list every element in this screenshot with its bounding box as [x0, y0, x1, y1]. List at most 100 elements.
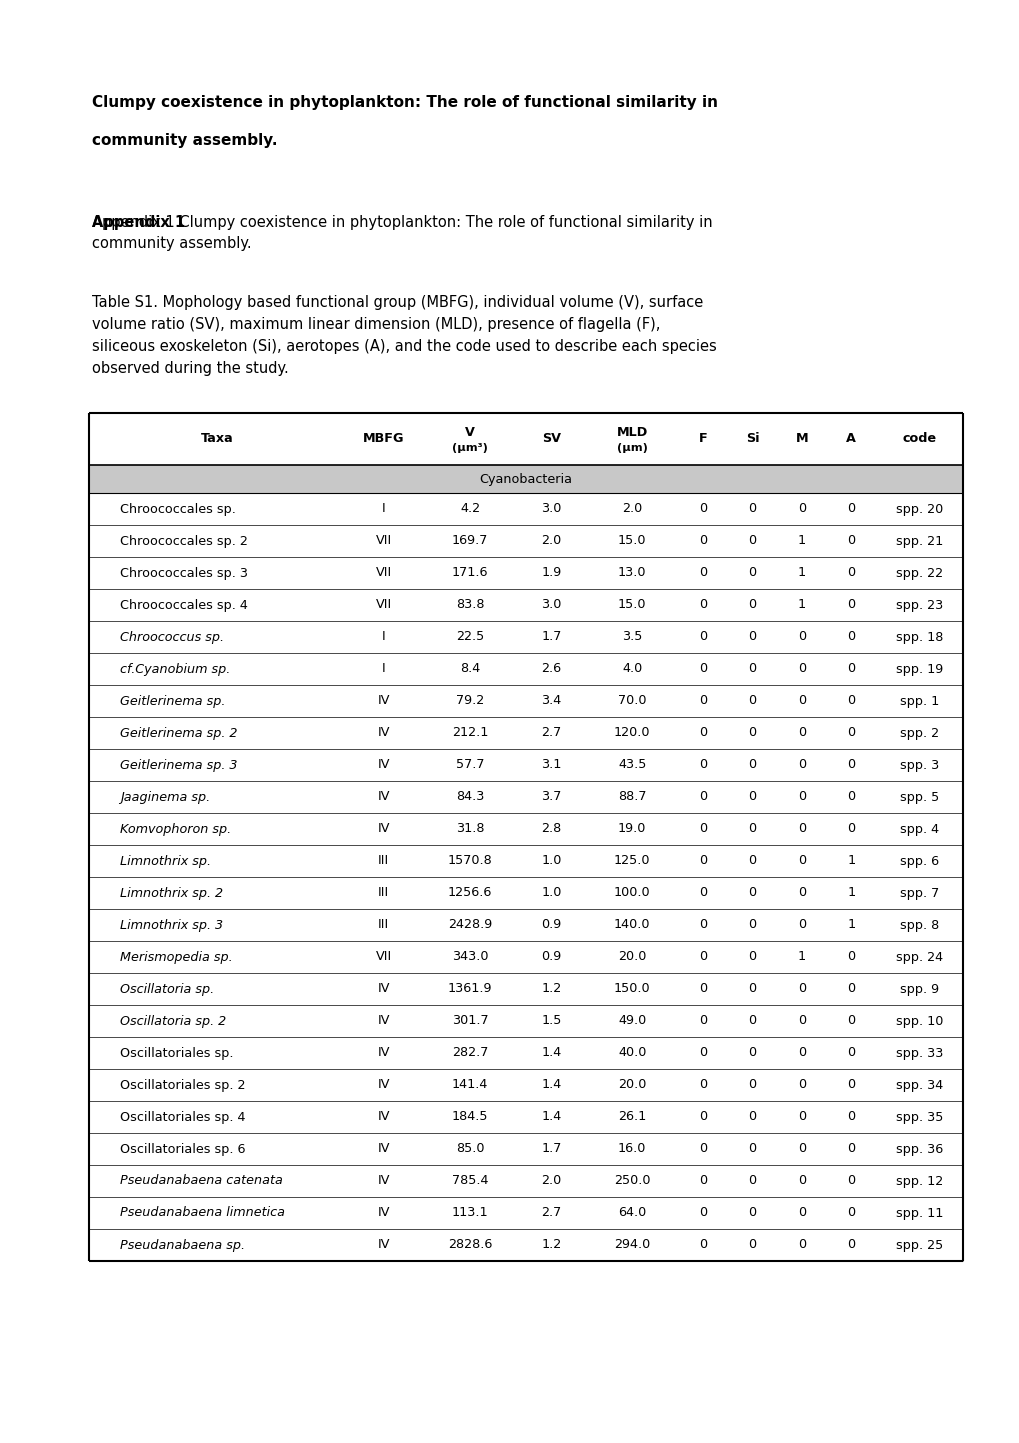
Text: Chroococcales sp.: Chroococcales sp.	[119, 502, 235, 515]
Text: 1.0: 1.0	[541, 854, 561, 867]
Text: (μm): (μm)	[616, 443, 647, 453]
Text: 3.7: 3.7	[541, 791, 561, 804]
Text: 4.2: 4.2	[460, 502, 480, 515]
Text: 0: 0	[797, 791, 805, 804]
Text: 1.2: 1.2	[541, 1238, 561, 1251]
Text: 169.7: 169.7	[451, 534, 488, 547]
Text: IV: IV	[377, 823, 389, 835]
Text: 2.0: 2.0	[541, 1175, 561, 1188]
Text: 8.4: 8.4	[460, 662, 480, 675]
Text: Chroococcales sp. 2: Chroococcales sp. 2	[119, 534, 248, 547]
Text: VII: VII	[375, 951, 391, 964]
Text: 31.8: 31.8	[455, 823, 484, 835]
Text: 0: 0	[748, 951, 756, 964]
Text: 64.0: 64.0	[618, 1206, 646, 1219]
Bar	[89, 1101, 962, 1133]
Text: 3.0: 3.0	[541, 599, 561, 612]
Text: Taxa: Taxa	[201, 433, 233, 446]
Text: spp. 36: spp. 36	[895, 1143, 943, 1156]
Text: IV: IV	[377, 1078, 389, 1091]
Text: 294.0: 294.0	[613, 1238, 650, 1251]
Text: 0: 0	[698, 1111, 706, 1124]
Text: IV: IV	[377, 1046, 389, 1059]
Text: Cyanobacteria: Cyanobacteria	[479, 472, 572, 485]
Text: 1.2: 1.2	[541, 983, 561, 996]
Text: 1: 1	[846, 919, 854, 932]
Text: 184.5: 184.5	[451, 1111, 488, 1124]
Text: 2.8: 2.8	[541, 823, 561, 835]
Text: 0.9: 0.9	[541, 919, 561, 932]
Bar	[89, 717, 962, 749]
Text: 0: 0	[748, 631, 756, 644]
Text: VII: VII	[375, 567, 391, 580]
Text: spp. 1: spp. 1	[899, 694, 938, 707]
Text: 2428.9: 2428.9	[447, 919, 492, 932]
Text: 0: 0	[797, 726, 805, 739]
Text: 57.7: 57.7	[455, 759, 484, 772]
Text: 0: 0	[748, 1014, 756, 1027]
Text: 0: 0	[797, 1206, 805, 1219]
Text: Komvophoron sp.: Komvophoron sp.	[119, 823, 230, 835]
Text: 125.0: 125.0	[613, 854, 650, 867]
Text: 0: 0	[797, 1078, 805, 1091]
Text: 0: 0	[846, 534, 854, 547]
Text: Pseudanabaena catenata: Pseudanabaena catenata	[119, 1175, 282, 1188]
Text: IV: IV	[377, 726, 389, 739]
Text: 0: 0	[698, 759, 706, 772]
Text: 0: 0	[698, 1238, 706, 1251]
Text: 1: 1	[846, 886, 854, 899]
Text: 0: 0	[797, 631, 805, 644]
Text: 84.3: 84.3	[455, 791, 484, 804]
Text: (μm³): (μm³)	[451, 443, 487, 453]
Text: 0: 0	[846, 759, 854, 772]
Text: 1: 1	[797, 534, 805, 547]
Text: 0: 0	[748, 854, 756, 867]
Text: 2.7: 2.7	[541, 1206, 561, 1219]
Text: IV: IV	[377, 791, 389, 804]
Text: spp. 23: spp. 23	[895, 599, 943, 612]
Text: IV: IV	[377, 1175, 389, 1188]
Text: Chroococcales sp. 4: Chroococcales sp. 4	[119, 599, 248, 612]
Text: 0.9: 0.9	[541, 951, 561, 964]
Text: IV: IV	[377, 694, 389, 707]
Text: spp. 34: spp. 34	[895, 1078, 943, 1091]
Text: Pseudanabaena sp.: Pseudanabaena sp.	[119, 1238, 245, 1251]
Text: IV: IV	[377, 759, 389, 772]
Text: SV: SV	[541, 433, 560, 446]
Text: 0: 0	[748, 662, 756, 675]
Text: 0: 0	[698, 534, 706, 547]
Text: 171.6: 171.6	[451, 567, 488, 580]
Text: 3.0: 3.0	[541, 502, 561, 515]
Text: spp. 20: spp. 20	[895, 502, 943, 515]
Text: 0: 0	[748, 983, 756, 996]
Text: Clumpy coexistence in phytoplankton: The role of functional similarity in: Clumpy coexistence in phytoplankton: The…	[92, 95, 717, 110]
Text: 0: 0	[846, 951, 854, 964]
Text: 26.1: 26.1	[618, 1111, 646, 1124]
Text: III: III	[378, 854, 389, 867]
Text: Oscillatoriales sp. 6: Oscillatoriales sp. 6	[119, 1143, 245, 1156]
Text: 0: 0	[698, 983, 706, 996]
Text: 0: 0	[698, 694, 706, 707]
Text: 0: 0	[748, 1143, 756, 1156]
Bar	[89, 1038, 962, 1069]
Text: 0: 0	[698, 1078, 706, 1091]
Bar	[89, 1133, 962, 1165]
Text: 1.4: 1.4	[541, 1046, 561, 1059]
Text: 1: 1	[797, 599, 805, 612]
Text: 1: 1	[797, 567, 805, 580]
Bar	[89, 1004, 962, 1038]
Text: spp. 10: spp. 10	[895, 1014, 943, 1027]
Text: 0: 0	[698, 823, 706, 835]
Text: 15.0: 15.0	[618, 599, 646, 612]
Text: Limnothrix sp. 3: Limnothrix sp. 3	[119, 919, 222, 932]
Bar	[89, 494, 962, 525]
Text: 0: 0	[698, 1143, 706, 1156]
Text: 0: 0	[748, 1046, 756, 1059]
Text: 0: 0	[748, 791, 756, 804]
Text: 0: 0	[797, 759, 805, 772]
Text: spp. 25: spp. 25	[895, 1238, 943, 1251]
Text: 0: 0	[748, 1078, 756, 1091]
Text: 1.9: 1.9	[541, 567, 561, 580]
Text: 0: 0	[846, 726, 854, 739]
Text: Oscillatoria sp.: Oscillatoria sp.	[119, 983, 214, 996]
